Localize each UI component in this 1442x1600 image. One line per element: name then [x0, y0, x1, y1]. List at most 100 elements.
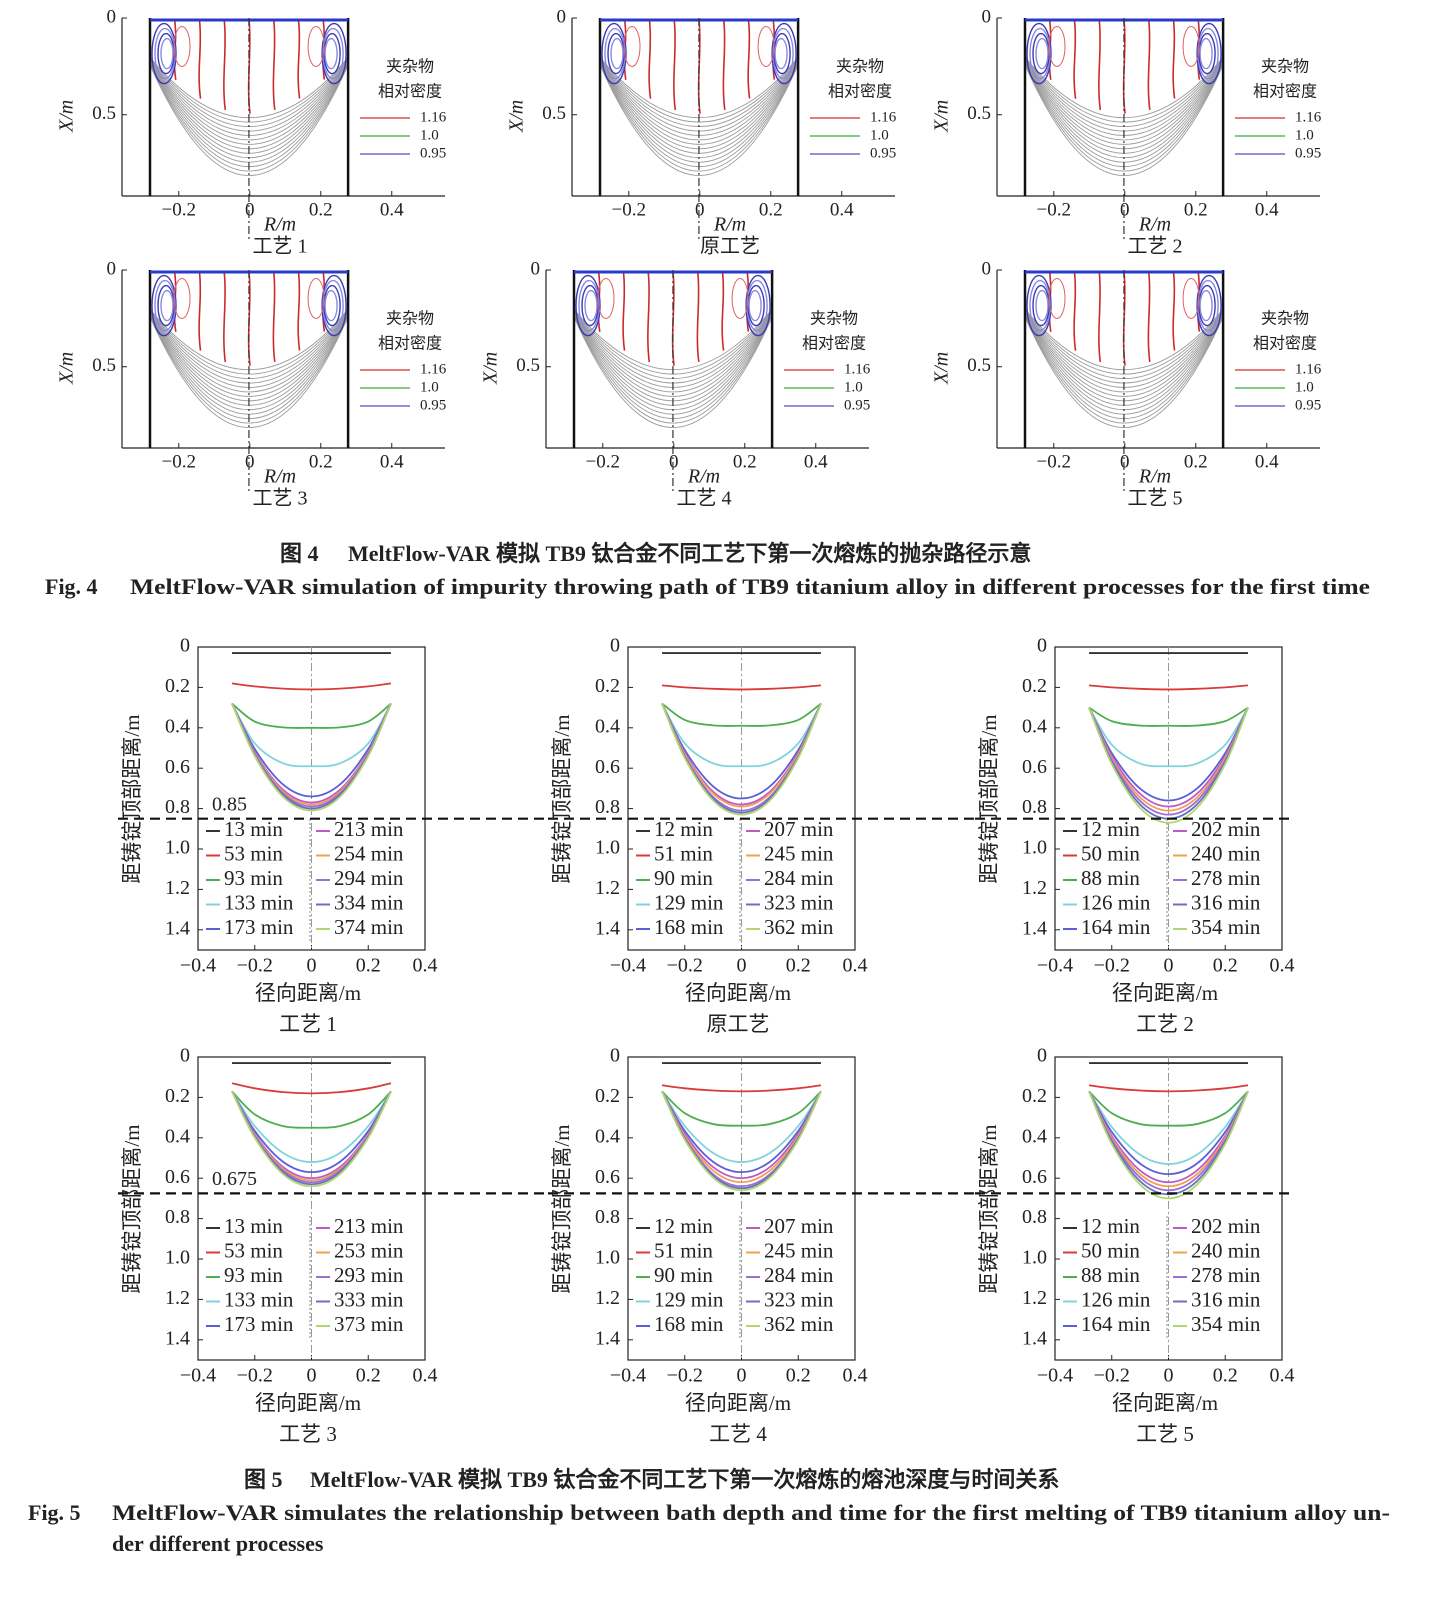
y-tick-label: 0.5	[967, 355, 991, 376]
legend-label: 168 min	[654, 915, 724, 939]
y-tick-label: 1.0	[595, 1247, 620, 1269]
vortex	[748, 289, 762, 322]
x-tick-label: 0.4	[380, 451, 404, 472]
streamline	[297, 272, 301, 351]
x-axis-label: R/m	[1138, 214, 1171, 236]
legend-label: 12 min	[654, 1214, 713, 1238]
x-tick-label: −0.4	[180, 1365, 216, 1387]
series-line	[1088, 707, 1249, 816]
y-tick-label: 0	[982, 258, 992, 279]
streamline	[1172, 20, 1176, 99]
figure-number: Fig. 5	[28, 1500, 81, 1525]
vortex	[1026, 22, 1052, 85]
x-tick-label: −0.2	[1037, 199, 1071, 220]
streamline	[1147, 272, 1151, 362]
legend-label: 1.0	[1295, 379, 1314, 395]
legend-label: 373 min	[334, 1312, 404, 1336]
x-tick-label: −0.4	[1037, 955, 1073, 977]
pool-contour	[1024, 311, 1224, 393]
pool-contour	[149, 316, 349, 424]
series-line	[661, 1090, 822, 1180]
series-line	[661, 702, 822, 727]
y-tick-label: 1.2	[595, 1287, 620, 1309]
legend-label: 278 min	[1191, 866, 1261, 890]
vortex	[160, 37, 174, 70]
legend-label: 254 min	[334, 841, 404, 865]
panel-title: 原工艺	[707, 1012, 770, 1036]
legend-label: 173 min	[224, 915, 294, 939]
x-tick-label: 0.2	[356, 1365, 381, 1387]
y-axis-label: 距铸锭顶部距离/m	[550, 1124, 574, 1293]
streamline	[297, 20, 301, 99]
y-tick-label: 1.4	[1022, 1327, 1047, 1349]
panel-title: 工艺 1	[279, 1012, 337, 1036]
x-axis-label: R/m	[713, 214, 746, 236]
y-tick-label: 0.4	[1022, 1125, 1047, 1147]
y-axis-label: X/m	[506, 100, 528, 133]
y-tick-label: 0.2	[165, 1085, 190, 1107]
series-line	[661, 703, 822, 808]
x-axis-label: R/m	[687, 466, 720, 488]
streamline	[1172, 272, 1176, 351]
vortex	[1035, 289, 1049, 322]
legend-label: 50 min	[1081, 1238, 1140, 1262]
panel-title: 工艺 1	[253, 235, 308, 258]
y-axis-label: X/m	[931, 100, 953, 133]
panel-title: 工艺 4	[677, 487, 732, 510]
x-axis-label: 径向距离/m	[685, 1391, 791, 1415]
y-axis-label: X/m	[56, 100, 78, 133]
y-tick-label: 0.5	[542, 103, 566, 124]
series-line	[1088, 1090, 1249, 1176]
series-line	[661, 1084, 822, 1093]
x-axis-label: 径向距离/m	[255, 1391, 361, 1415]
y-axis-label: X/m	[56, 352, 78, 385]
y-tick-label: 1.0	[595, 837, 620, 859]
y-axis-label: 距铸锭顶部距离/m	[977, 1124, 1001, 1293]
legend-label: 1.0	[420, 127, 439, 143]
reference-label: 0.675	[212, 1168, 257, 1190]
series-line	[231, 1090, 392, 1188]
vortex	[1048, 277, 1066, 319]
y-tick-label: 0	[1037, 635, 1047, 657]
y-tick-label: 0.8	[165, 796, 190, 818]
pool-contour	[149, 311, 349, 393]
legend-label: 334 min	[334, 890, 404, 914]
y-tick-label: 1.4	[1022, 917, 1047, 939]
vortex	[610, 37, 624, 70]
y-tick-label: 0	[982, 6, 992, 27]
legend-label: 294 min	[334, 866, 404, 890]
legend-label: 93 min	[224, 1263, 283, 1287]
streamline	[673, 20, 677, 111]
legend-label: 0.95	[420, 397, 446, 413]
vortex	[307, 25, 325, 67]
legend-label: 0.95	[1295, 145, 1321, 161]
x-axis-label: 径向距离/m	[685, 981, 791, 1005]
pool-contour	[1024, 64, 1224, 176]
legend-label: 50 min	[1081, 841, 1140, 865]
legend-label: 51 min	[654, 1238, 713, 1262]
series-line	[1088, 707, 1249, 802]
x-tick-label: 0.2	[733, 451, 757, 472]
vortex	[601, 22, 627, 85]
legend-label: 133 min	[224, 890, 294, 914]
legend-label: 13 min	[224, 817, 283, 841]
vortex	[774, 37, 788, 70]
y-tick-label: 0.8	[1022, 796, 1047, 818]
x-tick-label: 0	[307, 1365, 317, 1387]
x-tick-label: 0.2	[309, 451, 333, 472]
y-tick-label: 0.6	[165, 1166, 190, 1188]
streamline	[272, 20, 276, 110]
pool-contour	[573, 312, 773, 397]
series-line	[231, 1082, 392, 1095]
legend-title: 相对密度	[378, 335, 442, 353]
legend-label: 1.16	[1295, 361, 1322, 377]
pool-contour	[599, 60, 799, 145]
x-tick-label: 0.4	[843, 1365, 868, 1387]
y-tick-label: 0.2	[1022, 1085, 1047, 1107]
panel-title: 工艺 2	[1136, 1012, 1194, 1036]
x-axis-label: R/m	[1138, 466, 1171, 488]
legend-label: 245 min	[764, 841, 834, 865]
legend-label: 245 min	[764, 1238, 834, 1262]
x-tick-label: 0.4	[830, 199, 854, 220]
pool-contour	[573, 316, 773, 428]
